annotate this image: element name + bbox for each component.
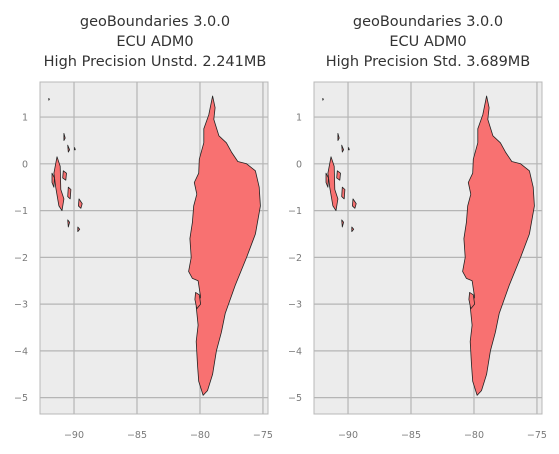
chart-2-title: geoBoundaries 3.0.0 ECU ADM0 High Precis… [326,12,531,72]
boundary-genovesa [347,147,350,151]
x-tick-label: −90 [64,430,84,441]
x-tick-label: −75 [527,430,547,441]
boundary-mainland [188,95,261,396]
boundary-santacruz [341,186,346,200]
y-tick-label: −3 [14,300,28,311]
boundary-pinta [337,132,340,141]
y-tick-label: 1 [22,113,28,124]
boundary-floreana [67,219,70,228]
x-tick-label: −85 [401,430,421,441]
y-tick-label: −3 [288,300,302,311]
boundary-santiago [62,170,67,181]
boundary-fernandina [325,172,329,188]
x-tick-label: −75 [253,430,273,441]
boundary-espanola [351,226,355,233]
chart-1-title-line-2: ECU ADM0 [116,34,194,50]
boundary-fernandina [51,172,55,188]
x-tick-label: −85 [127,430,147,441]
boundary-floreana [341,219,345,228]
boundary-pinta [63,132,66,141]
y-tick-label: −1 [14,206,28,217]
boundary-marchena [67,144,70,153]
chart-2-title-line-2: ECU ADM0 [389,34,467,50]
y-tick-label: 0 [22,159,28,170]
boundary-sancristobal [78,198,83,209]
y-tick-label: −2 [14,253,28,264]
y-tick-label: −5 [14,393,28,404]
chart-2-title-line-1: geoBoundaries 3.0.0 [352,14,504,30]
boundary-marchena [341,144,345,153]
chart-1-title: geoBoundaries 3.0.0 ECU ADM0 High Precis… [44,12,267,72]
boundary-darwin [48,98,50,101]
boundary-darwin [322,98,324,101]
boundary-espanola [77,226,81,233]
boundary-genovesa [74,147,76,151]
boundary-sancristobal [351,198,357,209]
x-tick-label: −80 [190,430,210,441]
chart-1-title-line-3: High Precision Unstd. 2.241MB [43,54,267,70]
y-tick-label: 1 [296,113,302,124]
chart-2-title-line-3: High Precision Std. 3.689MB [325,54,531,70]
y-tick-label: −2 [288,253,302,264]
chart-2-panel: −90 −85 −80 −75 1 0 −1 −2 −3 −4 −5 [288,81,547,441]
boundary-santacruz [67,186,72,200]
boundary-mainland [462,95,535,396]
y-tick-label: −5 [288,393,302,404]
chart-1-panel: −90 −85 −80 −75 1 0 −1 −2 −3 −4 −5 [14,81,273,441]
y-tick-label: 0 [296,159,302,170]
chart-1-title-line-1: geoBoundaries 3.0.0 [79,14,231,30]
x-tick-label: −90 [338,430,358,441]
y-tick-label: −4 [288,346,302,357]
x-tick-label: −80 [464,430,484,441]
boundary-puna [468,291,476,310]
boundary-puna [194,291,202,310]
boundary-santiago [336,170,341,181]
y-tick-label: −4 [14,346,28,357]
y-tick-label: −1 [288,206,302,217]
